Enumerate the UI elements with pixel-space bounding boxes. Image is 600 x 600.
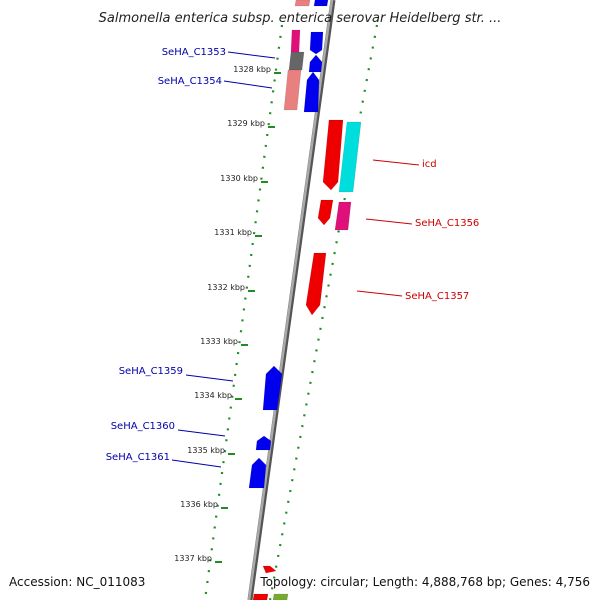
feature-c1356-pink[interactable] bbox=[334, 201, 352, 231]
scale-tick-label: 1336 kbp bbox=[180, 500, 218, 509]
gene-leader-line bbox=[185, 374, 234, 382]
feature-bottom-b[interactable] bbox=[272, 593, 289, 600]
feature-c1359-arrow[interactable] bbox=[262, 365, 283, 411]
genome-summary-label: Topology: circular; Length: 4,888,768 bp… bbox=[259, 575, 590, 589]
scale-tick-label: 1328 kbp bbox=[233, 65, 271, 74]
scale-tick-label: 1333 kbp bbox=[200, 337, 238, 346]
feature-top-strip[interactable] bbox=[294, 0, 311, 7]
feature-c1354-arrow[interactable] bbox=[303, 71, 320, 113]
gene-label[interactable]: SeHA_C1354 bbox=[158, 76, 222, 87]
gene-leader-line bbox=[223, 80, 273, 89]
scale-tick-label: 1337 kbp bbox=[174, 554, 212, 563]
feature-small-arrow[interactable] bbox=[308, 54, 323, 73]
gene-leader-line bbox=[356, 290, 403, 297]
scale-tick-label: 1334 kbp bbox=[194, 391, 232, 400]
gene-leader-line bbox=[171, 459, 222, 468]
scale-tick-label: 1330 kbp bbox=[220, 174, 258, 183]
scale-tick-label: 1332 kbp bbox=[207, 283, 245, 292]
map-title: Salmonella enterica subsp. enterica sero… bbox=[99, 11, 502, 26]
scale-tick-label: 1331 kbp bbox=[214, 228, 252, 237]
gene-label[interactable]: SeHA_C1353 bbox=[162, 47, 226, 58]
feature-c1353-gray[interactable] bbox=[288, 51, 305, 71]
gene-label[interactable]: SeHA_C1356 bbox=[415, 218, 479, 229]
gene-label[interactable]: SeHA_C1357 bbox=[405, 291, 469, 302]
feature-c1353-strip[interactable] bbox=[290, 29, 301, 53]
feature-c1357-arrow[interactable] bbox=[305, 252, 327, 316]
scale-tick-label: 1335 kbp bbox=[187, 446, 225, 455]
gene-label[interactable]: SeHA_C1360 bbox=[111, 421, 175, 432]
feature-icd-cyan[interactable] bbox=[338, 121, 362, 193]
gene-leader-line bbox=[365, 218, 413, 225]
feature-bottom-a[interactable] bbox=[252, 593, 269, 600]
feature-c1354-strip[interactable] bbox=[283, 69, 302, 111]
gene-label[interactable]: icd bbox=[422, 159, 437, 170]
feature-c1361-arrow[interactable] bbox=[248, 457, 267, 489]
gene-label[interactable]: SeHA_C1361 bbox=[106, 452, 170, 463]
feature-bottom-red[interactable] bbox=[262, 565, 277, 574]
gene-leader-line bbox=[227, 51, 276, 59]
inner-guide-line bbox=[268, 24, 379, 600]
outer-guide-line bbox=[203, 24, 284, 600]
feature-c1360-arrow[interactable] bbox=[255, 435, 272, 451]
accession-label: Accession: NC_011083 bbox=[9, 575, 145, 589]
gene-leader-line bbox=[372, 159, 420, 166]
gene-leader-line bbox=[177, 429, 226, 437]
feature-c1353-arrow[interactable] bbox=[309, 31, 324, 55]
feature-top-blue[interactable] bbox=[313, 0, 329, 7]
gene-label[interactable]: SeHA_C1359 bbox=[119, 366, 183, 377]
feature-c1356-arrow[interactable] bbox=[317, 199, 334, 226]
feature-icd-arrow[interactable] bbox=[322, 119, 344, 191]
scale-tick-label: 1329 kbp bbox=[227, 119, 265, 128]
